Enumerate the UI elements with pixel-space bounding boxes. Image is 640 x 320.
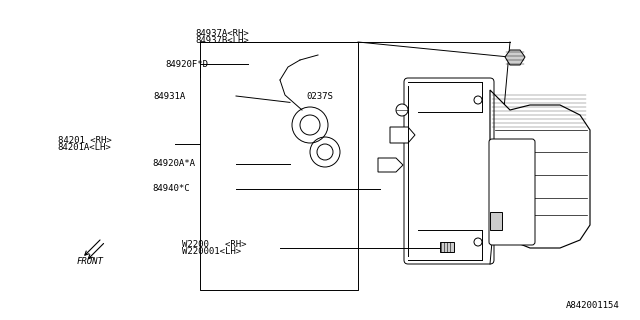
Text: FRONT: FRONT: [77, 257, 104, 266]
Bar: [418, 102, 480, 240]
Text: 84940*C: 84940*C: [152, 184, 190, 193]
Text: W220001<LH>: W220001<LH>: [182, 247, 241, 256]
Text: 84920A*A: 84920A*A: [152, 159, 195, 168]
FancyBboxPatch shape: [489, 139, 535, 245]
Text: 84201A<LH>: 84201A<LH>: [58, 143, 111, 152]
Circle shape: [474, 238, 482, 246]
Polygon shape: [390, 127, 415, 143]
Bar: [490, 212, 502, 230]
Bar: [440, 242, 454, 252]
Text: 84920F*D: 84920F*D: [165, 60, 208, 68]
Text: W2200   <RH>: W2200 <RH>: [182, 240, 247, 249]
Polygon shape: [490, 90, 590, 248]
Text: 84937A<RH>: 84937A<RH>: [195, 29, 249, 38]
Text: 84937B<LH>: 84937B<LH>: [195, 36, 249, 45]
Text: A842001154: A842001154: [566, 301, 620, 310]
Circle shape: [474, 96, 482, 104]
Text: 84931A: 84931A: [154, 92, 186, 100]
Text: 84201 <RH>: 84201 <RH>: [58, 136, 111, 145]
Circle shape: [396, 104, 408, 116]
Text: 0237S: 0237S: [306, 92, 333, 100]
Polygon shape: [378, 158, 403, 172]
Polygon shape: [505, 50, 525, 65]
